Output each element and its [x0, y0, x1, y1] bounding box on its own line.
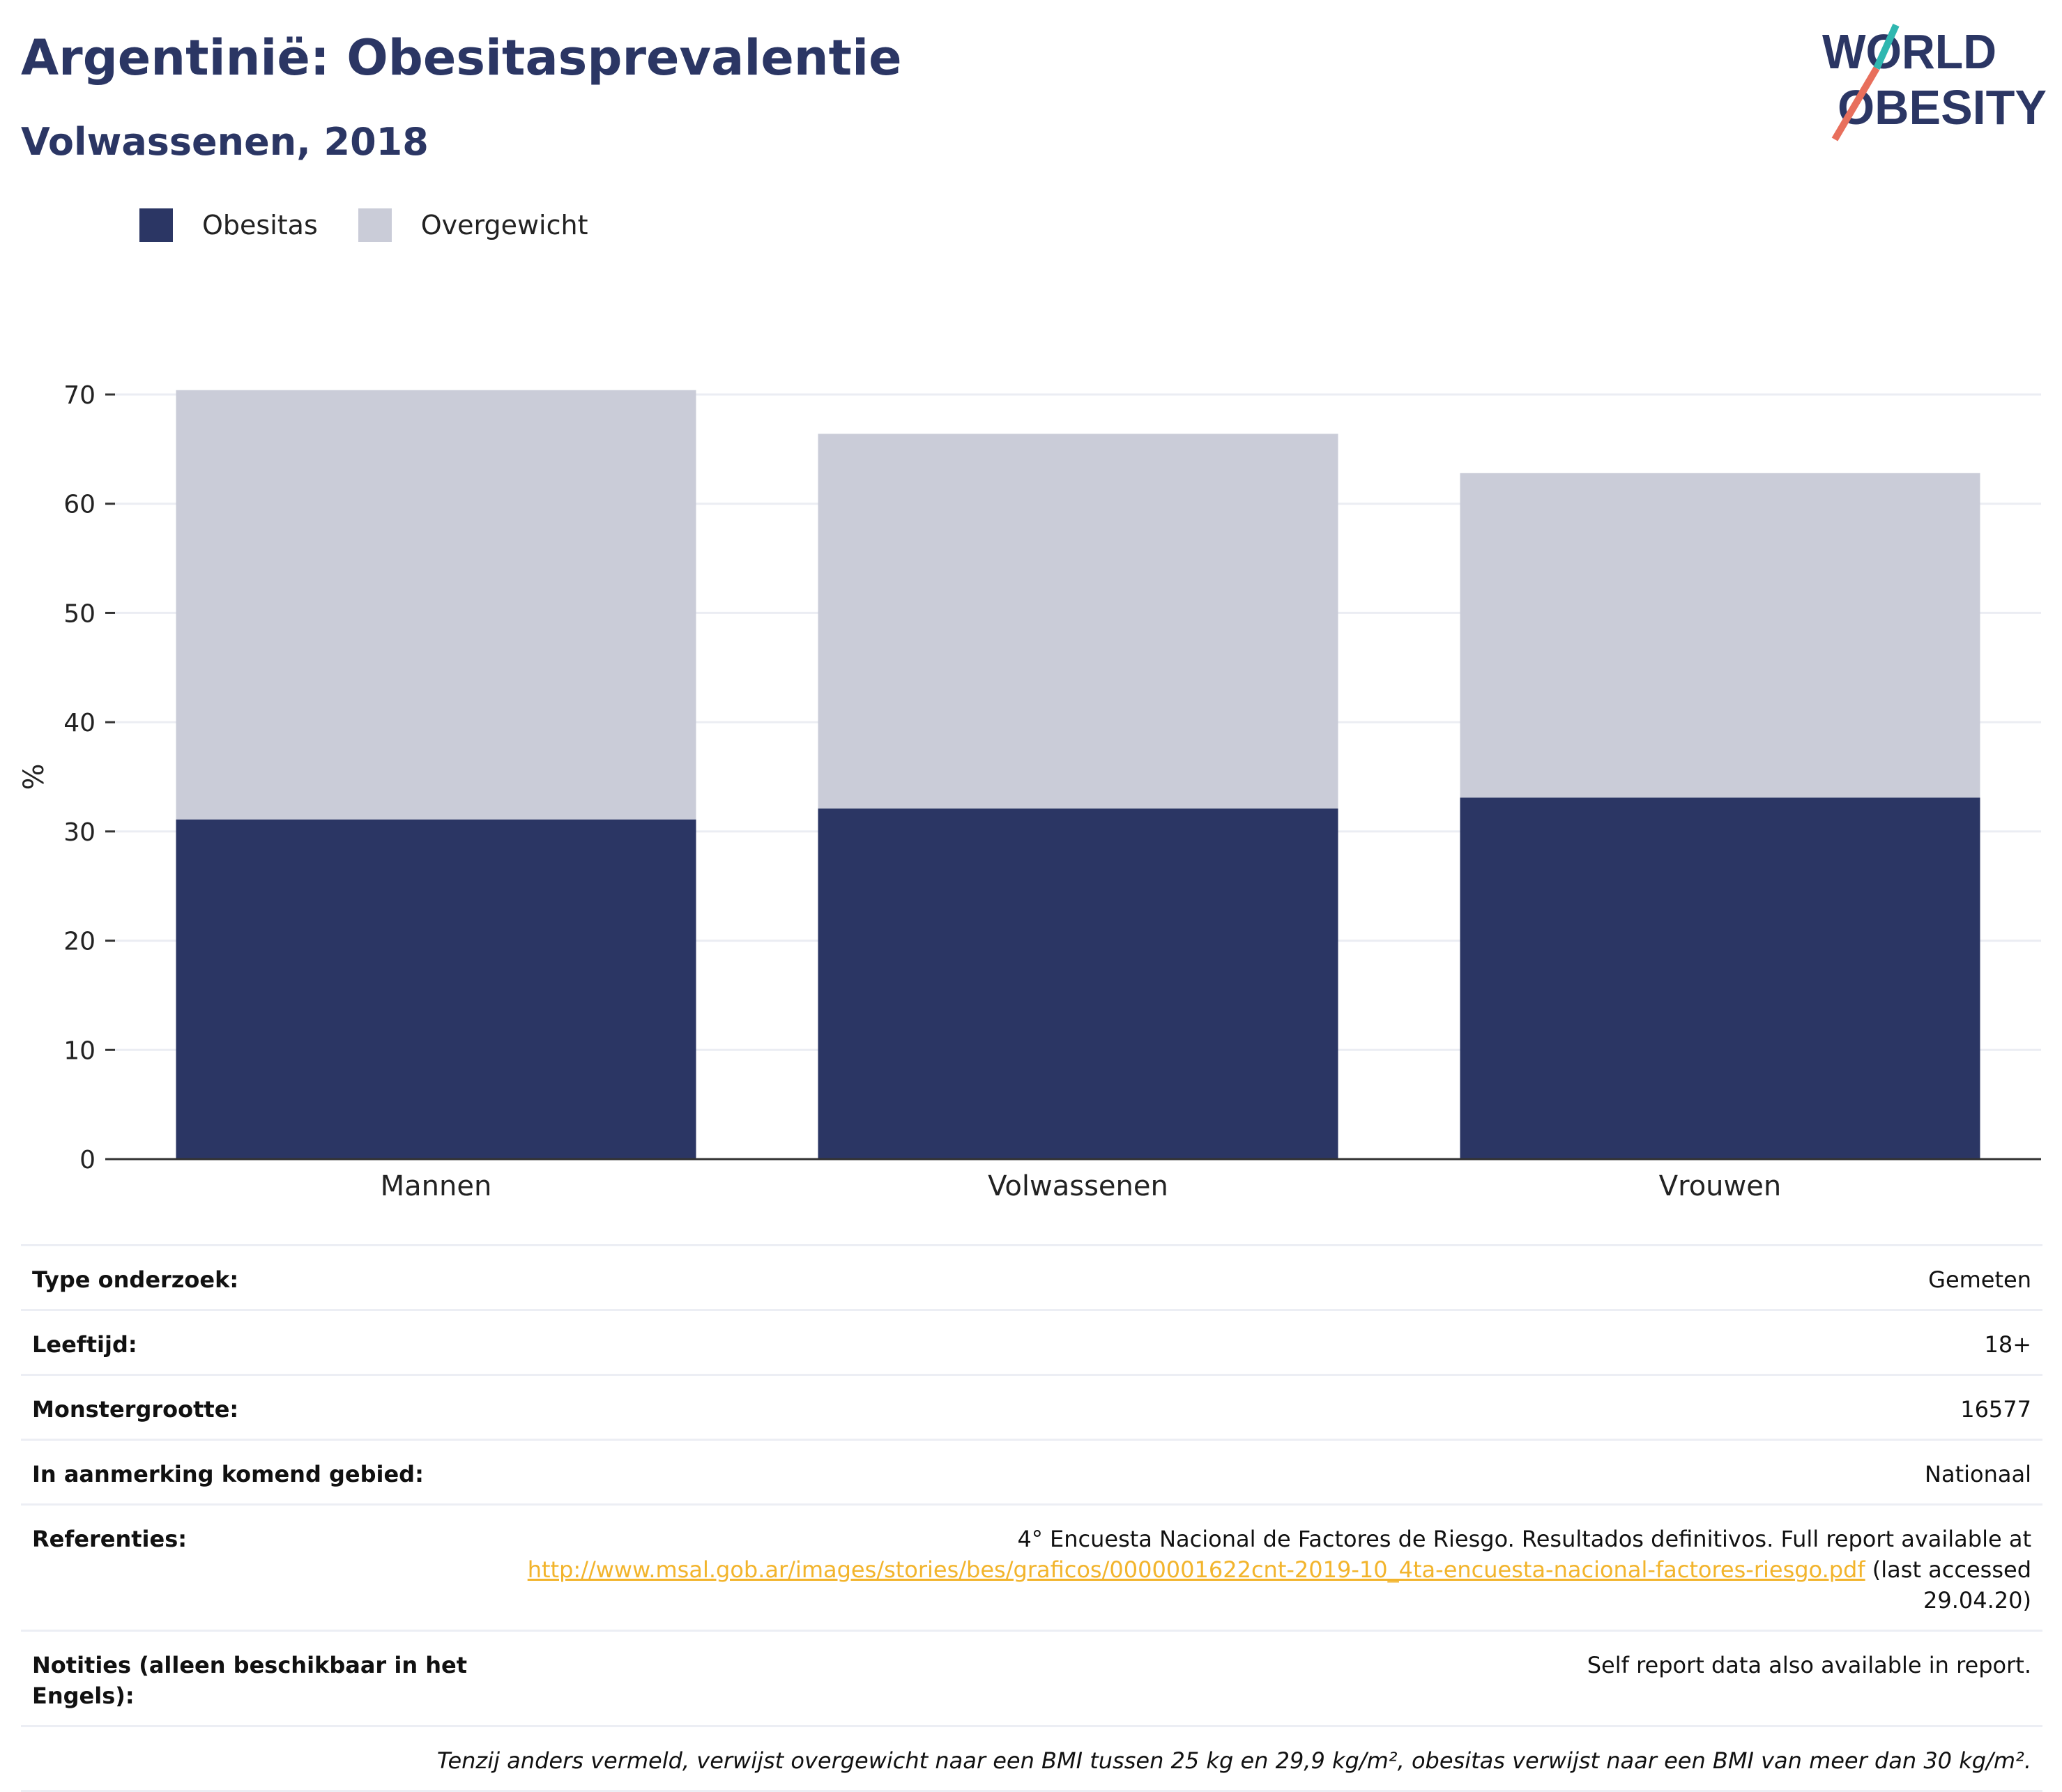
y-tick-label: 20 — [63, 928, 96, 956]
info-value: Nationaal — [1925, 1461, 2031, 1487]
info-label: Monstergrootte: — [32, 1396, 239, 1423]
y-tick-label: 10 — [63, 1036, 96, 1065]
logo-slash-coral — [1831, 66, 1880, 141]
info-label: Leeftijd: — [32, 1331, 137, 1358]
y-tick-label: 70 — [63, 381, 96, 410]
page-subtitle: Volwassenen, 2018 — [21, 120, 429, 164]
info-label: Notities (alleen beschikbaar in het Enge… — [32, 1652, 468, 1709]
bar-obesity — [1460, 797, 1980, 1159]
references-text: 4° Encuesta Nacional de Factores de Ries… — [1017, 1526, 2031, 1552]
info-label: In aanmerking komend gebied: — [32, 1461, 424, 1487]
footnote: Tenzij anders vermeld, verwijst overgewi… — [436, 1747, 2031, 1774]
bar-overweight — [1460, 473, 1980, 798]
y-tick-label: 60 — [63, 491, 96, 519]
legend-item-obesity[interactable]: Obesitas — [139, 208, 318, 242]
legend-label-obesity: Obesitas — [202, 210, 318, 240]
info-value: Self report data also available in repor… — [1587, 1652, 2031, 1678]
info-row-area: In aanmerking komend gebied: Nationaal — [21, 1439, 2042, 1503]
logo-slash-teal — [1873, 23, 1900, 70]
info-table: Type onderzoek: Gemeten Leeftijd: 18+ Mo… — [21, 1244, 2042, 1792]
info-row-notes: Notities (alleen beschikbaar in het Enge… — [21, 1630, 2042, 1725]
info-label: Type onderzoek: — [32, 1266, 239, 1293]
y-axis-label: % — [18, 763, 50, 790]
references-value: 4° Encuesta Nacional de Factores de Ries… — [512, 1524, 2031, 1616]
legend-swatch-overweight — [358, 208, 392, 242]
world-obesity-logo: WORLD OBESITY — [1822, 23, 2047, 141]
bar-overweight — [176, 390, 696, 820]
page-title: Argentinië: Obesitasprevalentie — [21, 29, 902, 86]
info-value: Gemeten — [1928, 1266, 2031, 1293]
y-tick-label: 30 — [63, 818, 96, 847]
bar-obesity — [818, 808, 1338, 1159]
info-row-footnote: Tenzij anders vermeld, verwijst overgewi… — [21, 1725, 2042, 1792]
bar-overweight — [818, 434, 1338, 809]
bar-chart: 0 10 20 30 40 50 60 70% Mannen Volwassenen Vrouwen — [18, 381, 2041, 1202]
references-link[interactable]: http://www.msal.gob.ar/images/stories/be… — [527, 1556, 1865, 1583]
logo-line2: OBESITY — [1838, 80, 2047, 135]
info-row-references: Referenties: 4° Encuesta Nacional de Fac… — [21, 1503, 2042, 1630]
info-row-age: Leeftijd: 18+ — [21, 1309, 2042, 1374]
info-value: 16577 — [1960, 1396, 2031, 1423]
references-accessed: (last accessed 29.04.20) — [1872, 1556, 2031, 1614]
info-row-sample: Monstergrootte: 16577 — [21, 1374, 2042, 1439]
legend-item-overweight[interactable]: Overgewicht — [358, 208, 588, 242]
chart-legend: Obesitas Overgewicht — [139, 208, 629, 243]
legend-label-overweight: Overgewicht — [420, 210, 588, 240]
bar-obesity — [176, 819, 696, 1159]
y-tick-label: 0 — [79, 1146, 96, 1174]
info-value: 18+ — [1984, 1331, 2031, 1358]
x-tick-label: Vrouwen — [1659, 1170, 1781, 1202]
logo-line1: WORLD — [1822, 24, 1996, 79]
info-label: Referenties: — [32, 1526, 188, 1552]
x-tick-label: Volwassenen — [988, 1170, 1168, 1202]
legend-swatch-obesity — [139, 208, 173, 242]
y-tick-label: 50 — [63, 599, 96, 628]
y-tick-label: 40 — [63, 709, 96, 737]
info-row-type: Type onderzoek: Gemeten — [21, 1244, 2042, 1309]
x-tick-label: Mannen — [381, 1170, 492, 1202]
